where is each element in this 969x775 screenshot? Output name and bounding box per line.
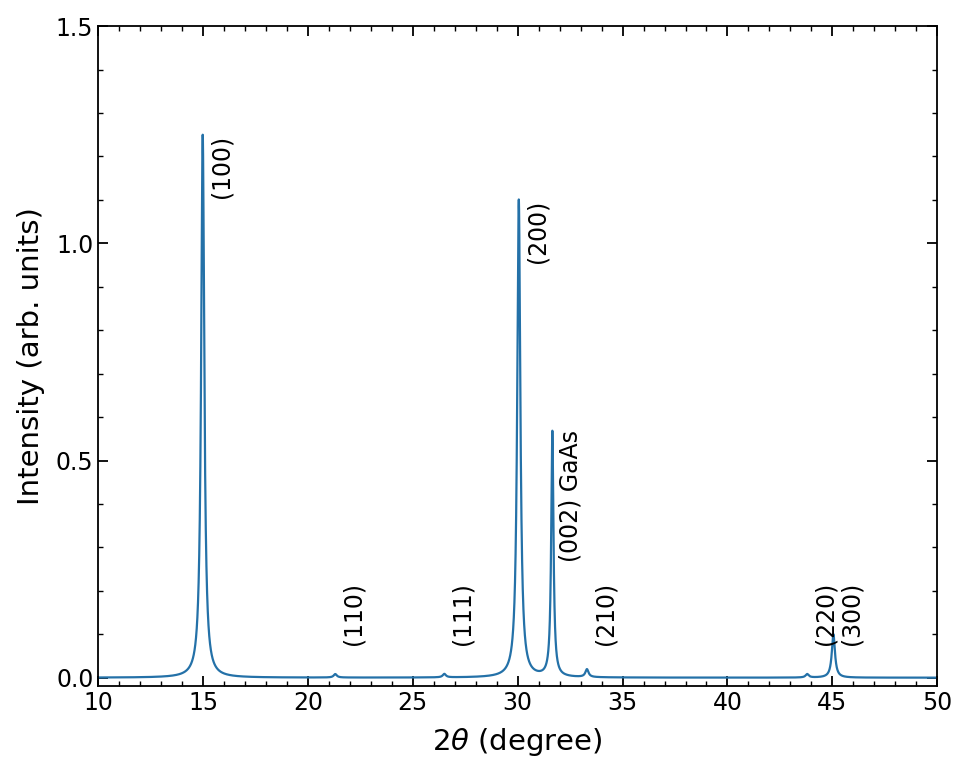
- Text: (220): (220): [813, 582, 837, 646]
- Text: (200): (200): [525, 200, 549, 264]
- Text: (110): (110): [341, 582, 365, 645]
- Text: (002) GaAs: (002) GaAs: [559, 430, 582, 562]
- X-axis label: 2$\theta$ (degree): 2$\theta$ (degree): [432, 726, 603, 758]
- Y-axis label: Intensity (arb. units): Intensity (arb. units): [16, 208, 45, 505]
- Text: (210): (210): [593, 582, 617, 646]
- Text: (300): (300): [840, 582, 863, 646]
- Text: (111): (111): [451, 582, 475, 645]
- Text: (100): (100): [209, 135, 234, 198]
